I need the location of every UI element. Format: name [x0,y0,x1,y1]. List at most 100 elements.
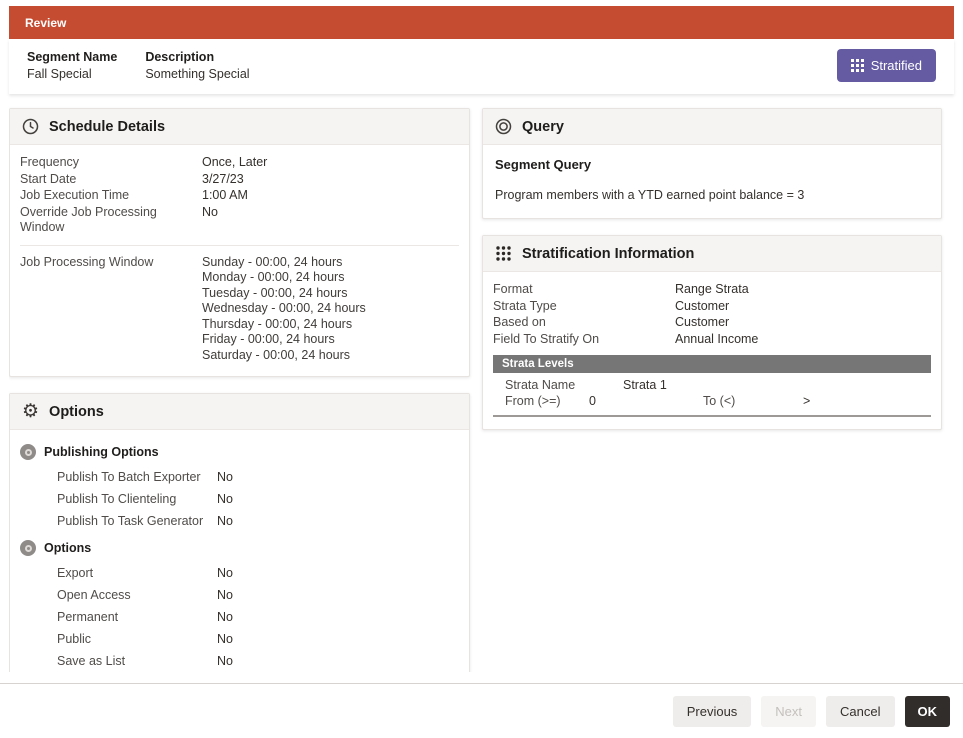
dots-grid-icon [496,246,511,261]
stratification-body: Format Range Strata Strata Type Customer… [483,272,941,429]
strata-from-value: 0 [589,394,596,408]
description-label: Description [145,50,215,64]
strat-field-row: Format Range Strata [493,282,931,298]
group-title: Publishing Options [44,445,159,459]
jpw-day: Thursday - 00:00, 24 hours [202,316,353,331]
jpw-day: Friday - 00:00, 24 hours [202,332,335,346]
previous-button[interactable]: Previous [672,695,752,727]
option-label: Open Access [57,588,131,602]
option-label: Export [57,566,94,580]
strat-field-row: Based on Customer [493,315,931,331]
description-value: Something Special [145,67,250,81]
publishing-options-group-head: Publishing Options [20,444,459,460]
field-label: Format [493,282,533,296]
strata-to-value: > [803,394,811,408]
stratification-title: Stratification Information [522,245,695,262]
divider [20,244,459,246]
schedule-details-body: Frequency Once, Later Start Date 3/27/23… [10,145,469,376]
strata-from-label: From (>=) [505,394,561,408]
review-dialog: Review Segment Name Fall Special Descrip… [9,6,954,672]
option-row: Open Access No [20,584,459,606]
schedule-field-row: Frequency Once, Later [20,155,459,171]
option-value: No [217,566,233,580]
field-value: 1:00 AM [202,188,248,202]
dialog-titlebar: Review [9,6,954,39]
option-row: Publish To Batch Exporter No [20,466,459,488]
strata-to-label: To (<) [703,394,736,408]
group-title: Options [44,541,92,555]
strata-levels-rows: Strata Name Strata 1 From (>=) 0 To (<) … [493,373,931,417]
options-title: Options [49,403,104,420]
segment-name-value: Fall Special [27,67,92,81]
strata-levels-header: Strata Levels [493,355,931,373]
description-field: Description Something Special [145,50,249,81]
dialog-title: Review [25,15,67,30]
query-title: Query [522,118,564,135]
query-card: Query Segment Query Program members with… [482,108,942,219]
ok-button[interactable]: OK [904,695,950,727]
field-label: Frequency [20,155,80,169]
field-label: Job Processing Window [20,254,154,269]
field-label: Start Date [20,171,77,186]
group-toggle-icon[interactable] [20,444,36,460]
group-toggle-icon[interactable] [20,540,36,556]
job-processing-window-row: Job Processing Window Sunday - 00:00, 24… [20,255,459,364]
option-label: Publish To Clienteling [57,492,177,506]
option-row: Save as List No [20,650,459,672]
field-label: Override Job Processing Window [20,204,157,235]
jpw-day: Wednesday - 00:00, 24 hours [202,301,366,315]
next-button[interactable]: Next [761,695,817,727]
strat-field-row: Field To Stratify On Annual Income [493,332,931,348]
segment-query-text: Program members with a YTD earned point … [495,188,805,202]
option-value: No [217,470,233,484]
schedule-field-row: Start Date 3/27/23 [20,172,459,188]
option-row: Public No [20,628,459,650]
option-value: No [217,654,233,668]
option-value: No [217,514,233,528]
field-label: Field To Stratify On [493,331,600,346]
options-group: Options Export No Open Access No [20,540,459,672]
option-row: Export No [20,562,459,584]
options-header: ⚙ Options [10,394,469,430]
field-value: No [202,204,218,219]
strata-levels-table: Strata Levels Strata Name Strata 1 From … [493,355,931,417]
field-value: Customer [675,315,730,329]
option-value: No [217,610,233,624]
strata-row: Strata Name Strata 1 [505,377,931,393]
query-header: Query [483,109,941,145]
option-label: Save as List [57,654,126,668]
right-column: Query Segment Query Program members with… [482,108,942,672]
stratification-header: Stratification Information [483,236,941,272]
strata-name-value: Strata 1 [623,378,667,392]
segment-query-label: Segment Query [495,157,592,172]
options-body: Publishing Options Publish To Batch Expo… [10,430,469,672]
footer-actions: Previous Next Cancel OK [0,683,963,738]
field-value: Annual Income [675,331,759,346]
jpw-day: Sunday - 00:00, 24 hours [202,254,343,269]
segment-name-label: Segment Name [27,50,118,64]
strat-field-row: Strata Type Customer [493,299,931,315]
option-value: No [217,632,233,646]
options-card: ⚙ Options Publishing Options Publish To … [9,393,470,672]
field-value: Once, Later [202,155,268,169]
gear-icon: ⚙ [22,401,40,422]
stratified-button[interactable]: Stratified [836,49,936,82]
stratified-grid-icon [850,59,864,72]
target-icon [495,118,512,135]
job-processing-window-values: Sunday - 00:00, 24 hours Monday - 00:00,… [202,255,366,364]
jpw-day: Tuesday - 00:00, 24 hours [202,285,348,300]
option-row: Publish To Clienteling No [20,488,459,510]
option-label: Publish To Batch Exporter [57,470,201,484]
stratified-button-label: Stratified [870,58,922,73]
field-label: Job Execution Time [20,188,130,202]
field-label: Based on [493,315,546,329]
field-label: Strata Type [493,298,557,313]
option-row: Permanent No [20,606,459,628]
field-value: Customer [675,298,730,313]
segment-summary-bar: Segment Name Fall Special Description So… [9,39,954,94]
option-label: Public [57,632,92,646]
cancel-button[interactable]: Cancel [826,695,895,727]
schedule-details-header: Schedule Details [10,109,469,145]
clock-icon [22,118,39,135]
option-value: No [217,588,233,602]
